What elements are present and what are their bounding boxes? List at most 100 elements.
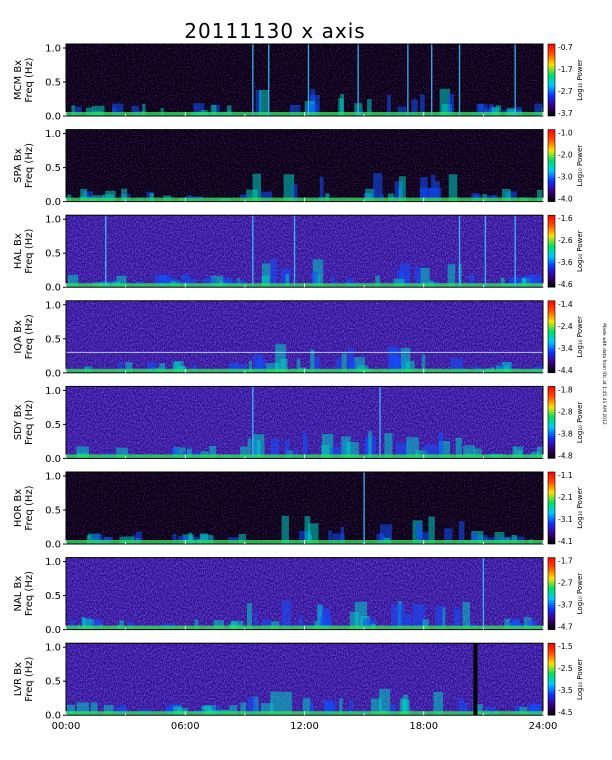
y-tick-label: 1.0 — [45, 129, 61, 140]
spectrogram-noise — [66, 44, 543, 116]
colorbar-tick-label: -4.4 — [558, 366, 573, 375]
ylabel-freq: Freq (Hz) — [24, 57, 35, 102]
y-tick-label: 0.5 — [45, 78, 61, 89]
colorbar-tick-label: -2.7 — [558, 87, 573, 96]
colorbar-tick-label: -2.1 — [558, 493, 573, 502]
colorbar-tick-label: -1.8 — [558, 385, 573, 394]
colorbar-tick-label: -3.5 — [558, 686, 573, 695]
colorbar-tick-label: -4.8 — [558, 451, 573, 460]
x-tick-label: 18:00 — [409, 721, 438, 732]
y-tick-label: 0.0 — [45, 197, 61, 208]
colorbar-tick-label: -1.4 — [558, 300, 573, 309]
panel-hal: 0.0 0.5 1.0 HAL Bx Freq (Hz) -1.6 -2.6 -3.6 -4.6… — [13, 214, 584, 294]
ylabel-freq: Freq (Hz) — [24, 229, 35, 274]
colorbar — [547, 43, 556, 117]
station-label: SDY Bx — [13, 405, 24, 441]
panel-sdy: 0.0 0.5 1.0 SDY Bx Freq (Hz) -1.8 -2.8 -3.8 -4.8… — [13, 385, 584, 465]
colorbar-tick-label: -2.7 — [558, 579, 573, 588]
x-tick-label: 24:00 — [529, 721, 558, 732]
y-tick-label: 0.5 — [45, 334, 61, 345]
panel-mcm: 0.0 0.5 1.0 MCM Bx Freq (Hz) -0.7 -1.7 -2.7 -3.7… — [13, 43, 584, 123]
colorbar-tick-label: -3.4 — [558, 344, 573, 353]
colorbar-label: Log₁₀ Power — [576, 402, 584, 444]
colorbar-tick-label: -4.1 — [558, 537, 573, 546]
colorbar — [547, 557, 556, 630]
colorbar-label: Log₁₀ Power — [576, 230, 584, 272]
y-tick-label: 0.0 — [45, 540, 61, 551]
colorbar — [547, 386, 556, 459]
colorbar-tick-label: -3.1 — [558, 515, 573, 524]
panel-hor: 0.0 0.5 1.0 HOR Bx Freq (Hz) -1.1 -2.1 -3.1 -4.1… — [13, 471, 584, 551]
y-tick-label: 1.0 — [45, 300, 61, 311]
panel-nal: 0.0 0.5 1.0 NAL Bx Freq (Hz) -1.7 -2.7 -3.7 -4.7… — [13, 557, 584, 637]
colorbar-tick-label: -1.7 — [558, 65, 573, 74]
colorbar-tick-label: -2.6 — [558, 236, 573, 245]
panel-spa: 0.0 0.5 1.0 SPA Bx Freq (Hz) -1.0 -2.0 -3.0 -4.0… — [13, 129, 584, 209]
colorbar-tick-label: -1.6 — [558, 214, 573, 223]
spectrogram-noise — [66, 300, 543, 373]
colorbar-tick-label: -1.5 — [558, 642, 573, 651]
colorbar-tick-label: -3.7 — [558, 601, 573, 610]
colorbar-tick-label: -3.7 — [558, 109, 573, 118]
colorbar-tick-label: -1.7 — [558, 557, 573, 566]
panel-lvr: 0.0 0.5 1.0 LVR Bx Freq (Hz) -1.5 -2.5 -3.5 -4.5… — [13, 642, 584, 722]
y-tick-label: 1.0 — [45, 557, 61, 568]
colorbar-tick-label: -2.5 — [558, 664, 573, 673]
station-label: SPA Bx — [13, 148, 24, 183]
y-tick-label: 1.0 — [45, 472, 61, 483]
spectrogram-noise — [66, 215, 543, 288]
colorbar-tick-label: -2.8 — [558, 407, 573, 416]
y-tick-label: 0.5 — [45, 249, 61, 260]
y-tick-label: 0.0 — [45, 368, 61, 379]
side-note: Made with data from IDL at 1:45:41 AM 20… — [601, 323, 607, 425]
colorbar-label: Log₁₀ Power — [576, 59, 584, 101]
y-tick-label: 1.0 — [45, 386, 61, 397]
colorbar — [547, 129, 556, 202]
y-tick-label: 0.0 — [45, 283, 61, 294]
ylabel-freq: Freq (Hz) — [24, 400, 35, 445]
colorbar-tick-label: -0.7 — [558, 43, 573, 52]
figure-title: 20111130 x axis — [184, 19, 365, 43]
ylabel-freq: Freq (Hz) — [24, 143, 35, 188]
colorbar — [547, 642, 556, 716]
ylabel-freq: Freq (Hz) — [24, 657, 35, 702]
y-tick-label: 0.0 — [45, 112, 61, 123]
y-tick-label: 0.5 — [45, 420, 61, 431]
colorbar-label: Log₁₀ Power — [576, 487, 584, 529]
y-tick-label: 0.5 — [45, 677, 61, 688]
colorbar-label: Log₁₀ Power — [576, 145, 584, 187]
y-tick-label: 1.0 — [45, 643, 61, 654]
x-tick-label: 06:00 — [171, 721, 200, 732]
station-label: HAL Bx — [13, 233, 24, 269]
station-label: LVR Bx — [13, 662, 24, 696]
y-tick-label: 0.5 — [45, 591, 61, 602]
station-label: IQA Bx — [13, 320, 24, 354]
ylabel-freq: Freq (Hz) — [24, 485, 35, 530]
x-tick-label: 12:00 — [290, 721, 319, 732]
y-tick-label: 0.5 — [45, 506, 61, 517]
colorbar-tick-label: -2.4 — [558, 322, 573, 331]
colorbar-tick-label: -4.6 — [558, 280, 573, 289]
y-tick-label: 1.0 — [45, 215, 61, 226]
colorbar-tick-label: -1.0 — [558, 129, 573, 138]
colorbar — [547, 471, 556, 545]
station-label: NAL Bx — [13, 576, 24, 612]
panel-iqa: 0.0 0.5 1.0 IQA Bx Freq (Hz) -1.4 -2.4 -3.4 -4.4… — [13, 300, 584, 380]
ylabel-freq: Freq (Hz) — [24, 571, 35, 616]
colorbar-label: Log₁₀ Power — [576, 316, 584, 358]
x-tick-label: 00:00 — [52, 721, 81, 732]
colorbar-tick-label: -4.7 — [558, 623, 573, 632]
station-label: MCM Bx — [13, 60, 24, 100]
colorbar — [547, 214, 556, 288]
ylabel-freq: Freq (Hz) — [24, 314, 35, 359]
colorbar-tick-label: -1.1 — [558, 471, 573, 480]
colorbar-label: Log₁₀ Power — [576, 573, 584, 615]
y-tick-label: 0.0 — [45, 711, 61, 722]
colorbar-tick-label: -2.0 — [558, 151, 573, 160]
colorbar-tick-label: -3.8 — [558, 429, 573, 438]
colorbar — [547, 300, 556, 374]
spectrogram-noise — [66, 129, 543, 202]
spectrogram-noise — [66, 557, 543, 630]
